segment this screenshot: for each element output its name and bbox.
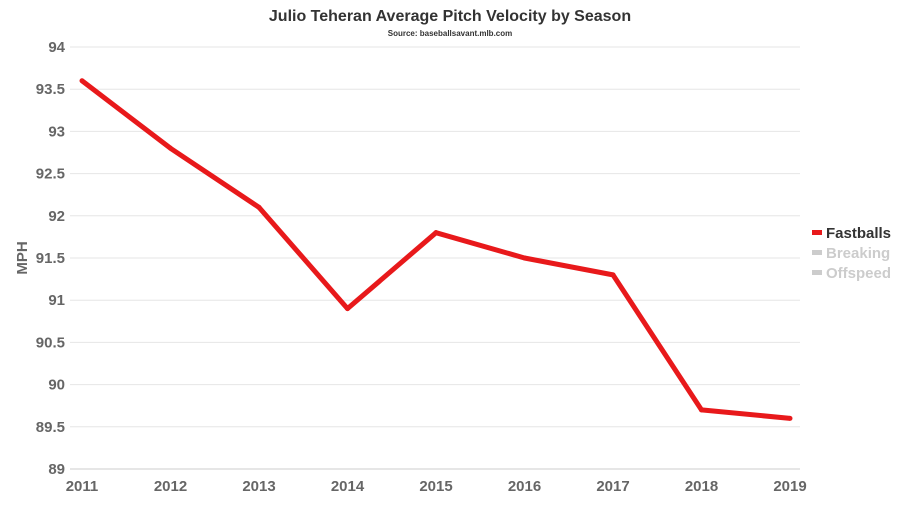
data-point	[256, 204, 262, 210]
y-tick-label: 90	[48, 377, 65, 394]
legend-item-fastballs[interactable]: Fastballs	[826, 225, 891, 242]
y-tick-label: 91.5	[36, 250, 65, 267]
y-tick-label: 89.5	[36, 419, 65, 436]
y-axis-label: MPH	[14, 241, 31, 274]
data-point	[610, 272, 616, 278]
x-tick-label: 2019	[773, 478, 806, 495]
x-tick-label: 2013	[242, 478, 275, 495]
y-tick-label: 92.5	[36, 166, 65, 183]
x-tick-label: 2016	[508, 478, 541, 495]
chart-subtitle: Source: baseballsavant.mlb.com	[388, 29, 513, 38]
data-point	[433, 230, 439, 236]
legend-swatch[interactable]	[812, 250, 822, 255]
legend-swatch[interactable]	[812, 230, 822, 235]
data-point	[168, 145, 173, 151]
x-tick-label: 2017	[596, 478, 629, 495]
y-tick-label: 93	[48, 123, 65, 140]
x-tick-label: 2011	[66, 478, 99, 495]
legend-item-breaking[interactable]: Breaking	[826, 245, 890, 262]
y-tick-label: 89	[48, 461, 65, 478]
data-point	[787, 415, 793, 421]
data-point	[699, 407, 704, 413]
y-tick-label: 94	[48, 39, 65, 56]
legend-swatch[interactable]	[812, 270, 822, 275]
x-tick-label: 2014	[331, 478, 365, 495]
x-tick-label: 2018	[685, 478, 718, 495]
chart-title: Julio Teheran Average Pitch Velocity by …	[269, 8, 631, 25]
y-tick-label: 91	[48, 292, 65, 309]
x-tick-label: 2015	[419, 478, 452, 495]
legend-item-offspeed[interactable]: Offspeed	[826, 265, 891, 282]
data-point	[522, 255, 527, 261]
x-tick-label: 2012	[154, 478, 187, 495]
data-point	[345, 306, 350, 312]
data-point	[79, 78, 85, 84]
y-tick-label: 90.5	[36, 334, 65, 351]
y-tick-label: 92	[48, 208, 65, 225]
y-tick-label: 93.5	[36, 81, 65, 98]
